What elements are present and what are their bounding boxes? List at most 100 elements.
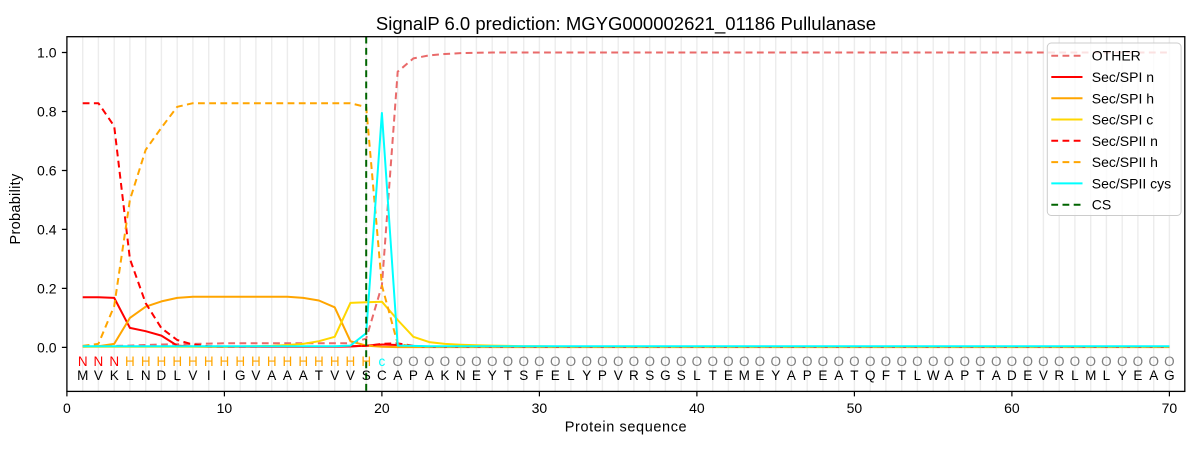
svg-text:O: O [487,354,498,369]
svg-text:N: N [109,354,119,369]
svg-text:20: 20 [374,400,390,416]
svg-text:Sec/SPI n: Sec/SPI n [1092,69,1154,85]
svg-text:H: H [314,354,324,369]
svg-text:10: 10 [217,400,233,416]
svg-text:M: M [739,368,750,383]
svg-text:Sec/SPII n: Sec/SPII n [1092,133,1158,149]
svg-text:O: O [944,354,955,369]
svg-text:R: R [1054,368,1064,383]
svg-text:50: 50 [847,400,863,416]
svg-text:F: F [882,368,890,383]
svg-text:E: E [755,368,764,383]
svg-text:L: L [914,368,922,383]
svg-text:V: V [346,368,355,383]
svg-text:O: O [865,354,876,369]
svg-text:E: E [472,368,481,383]
svg-text:H: H [141,354,151,369]
svg-text:V: V [94,368,103,383]
svg-text:Y: Y [582,368,591,383]
svg-text:W: W [927,368,940,383]
svg-text:O: O [1070,354,1081,369]
svg-text:SignalP 6.0 prediction: MGYG00: SignalP 6.0 prediction: MGYG000002621_01… [376,13,876,35]
svg-text:A: A [299,368,308,383]
svg-text:O: O [1038,354,1049,369]
svg-text:F: F [535,368,543,383]
svg-text:O: O [518,354,529,369]
svg-text:S: S [677,368,686,383]
svg-text:O: O [644,354,655,369]
svg-text:O: O [424,354,435,369]
svg-text:O: O [912,354,923,369]
svg-text:O: O [676,354,687,369]
svg-text:A: A [393,368,402,383]
svg-text:O: O [440,354,451,369]
svg-text:O: O [455,354,466,369]
svg-text:0.6: 0.6 [37,163,57,179]
svg-text:T: T [709,368,717,383]
svg-text:A: A [267,368,276,383]
svg-text:O: O [1007,354,1018,369]
svg-text:60: 60 [1004,400,1020,416]
svg-text:O: O [928,354,939,369]
svg-text:Sec/SPI h: Sec/SPI h [1092,90,1154,106]
svg-text:M: M [77,368,88,383]
svg-text:I: I [207,368,211,383]
svg-text:H: H [188,354,198,369]
svg-text:O: O [723,354,734,369]
svg-text:0.8: 0.8 [37,104,57,120]
svg-text:P: P [803,368,812,383]
svg-text:H: H [220,354,230,369]
svg-text:V: V [330,368,339,383]
svg-text:H: H [267,354,277,369]
svg-text:A: A [283,368,292,383]
svg-text:O: O [802,354,813,369]
svg-text:A: A [1149,368,1158,383]
svg-text:O: O [503,354,514,369]
svg-text:O: O [959,354,970,369]
svg-text:O: O [629,354,640,369]
svg-text:L: L [173,368,181,383]
svg-text:c: c [379,354,386,369]
svg-text:L: L [1103,368,1111,383]
svg-text:P: P [598,368,607,383]
svg-text:N: N [456,368,466,383]
svg-text:S: S [362,368,371,383]
svg-text:I: I [223,368,227,383]
svg-text:O: O [1022,354,1033,369]
svg-text:H: H [235,354,245,369]
svg-text:0: 0 [63,400,71,416]
svg-text:Protein sequence: Protein sequence [565,420,687,436]
svg-text:O: O [1148,354,1159,369]
svg-text:N: N [94,354,104,369]
svg-text:O: O [991,354,1002,369]
svg-text:40: 40 [689,400,705,416]
svg-text:O: O [566,354,577,369]
svg-text:Y: Y [771,368,780,383]
svg-text:O: O [392,354,403,369]
svg-text:O: O [660,354,671,369]
svg-text:Sec/SPII h: Sec/SPII h [1092,154,1158,170]
svg-text:O: O [597,354,608,369]
svg-text:V: V [1039,368,1048,383]
svg-text:1.0: 1.0 [37,45,57,61]
svg-text:K: K [110,368,119,383]
svg-text:OTHER: OTHER [1092,48,1141,64]
svg-text:K: K [440,368,449,383]
svg-text:S: S [519,368,528,383]
svg-text:O: O [770,354,781,369]
svg-text:O: O [833,354,844,369]
svg-text:30: 30 [532,400,548,416]
svg-text:O: O [818,354,829,369]
svg-text:O: O [471,354,482,369]
svg-text:L: L [1071,368,1079,383]
svg-text:N: N [141,368,151,383]
svg-text:H: H [298,354,308,369]
svg-text:O: O [534,354,545,369]
svg-text:O: O [896,354,907,369]
svg-text:V: V [188,368,197,383]
svg-text:D: D [1007,368,1017,383]
svg-text:A: A [834,368,843,383]
svg-text:H: H [346,354,356,369]
svg-text:A: A [787,368,796,383]
svg-text:M: M [1085,368,1096,383]
